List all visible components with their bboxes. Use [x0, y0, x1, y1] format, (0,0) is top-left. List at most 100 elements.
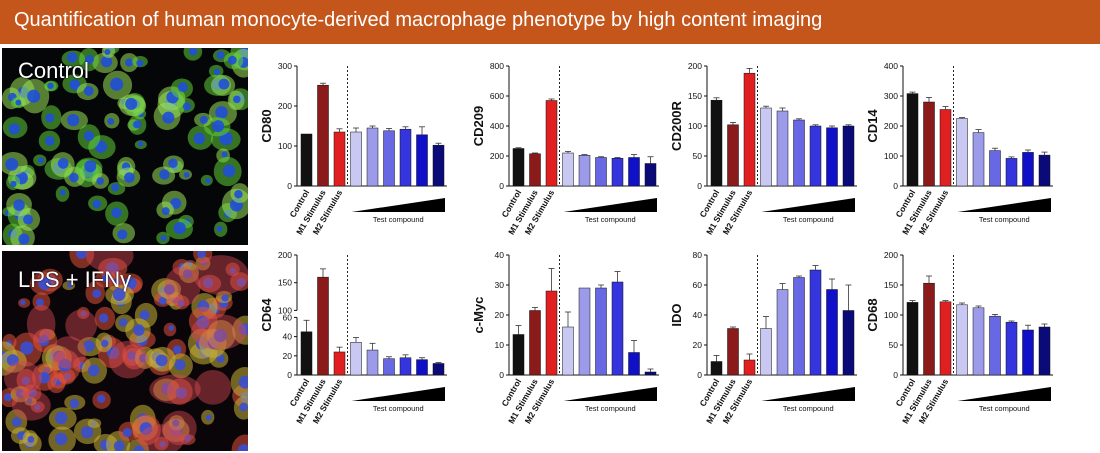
bar: [628, 157, 640, 187]
cell-cluster: [26, 304, 56, 344]
dose-triangle: [957, 387, 1051, 401]
nucleus: [20, 341, 34, 355]
compound-label: Test compound: [373, 215, 424, 224]
nucleus: [5, 157, 19, 171]
nucleus: [111, 183, 120, 192]
y-tick-label: 10: [495, 340, 505, 350]
bar: [512, 334, 525, 376]
nucleus: [161, 207, 170, 215]
nucleus: [164, 284, 175, 295]
y-tick-label: 150: [688, 91, 702, 101]
bar: [826, 127, 838, 187]
nucleus: [75, 251, 88, 259]
nucleus: [8, 123, 20, 135]
dose-triangle: [351, 387, 445, 401]
nucleus: [196, 315, 210, 329]
bar: [826, 289, 838, 376]
nucleus: [45, 113, 55, 123]
bar: [793, 277, 805, 376]
nucleus: [15, 99, 22, 106]
nucleus: [107, 117, 115, 125]
y-tick-label: 100: [884, 310, 898, 320]
y-axis-label: IDO: [669, 303, 684, 326]
bar: [350, 131, 362, 187]
y-tick-label: 200: [884, 250, 898, 260]
dose-triangle: [957, 198, 1051, 212]
nucleus: [37, 157, 44, 164]
y-tick-label: 200: [688, 61, 702, 71]
y-tick-label: 400: [884, 61, 898, 71]
bar: [776, 289, 789, 376]
nucleus: [133, 324, 145, 336]
nucleus: [173, 221, 186, 235]
nucleus: [133, 120, 142, 129]
bar: [333, 351, 346, 376]
compound-label: Test compound: [979, 215, 1030, 224]
bar: [399, 357, 412, 376]
bar: [383, 358, 395, 376]
compound-label: Test compound: [585, 215, 636, 224]
nucleus: [238, 323, 248, 336]
nucleus: [118, 318, 128, 327]
nucleus: [236, 277, 246, 287]
nucleus: [34, 404, 41, 411]
nucleus: [97, 394, 106, 403]
nucleus: [168, 158, 178, 169]
bar: [562, 326, 574, 376]
y-axis-label: CD64: [259, 298, 274, 332]
nucleus: [106, 346, 120, 360]
y-axis-label: CD209: [471, 106, 486, 146]
nucleus: [101, 339, 109, 348]
y-tick-label: 200: [884, 121, 898, 131]
nucleus: [58, 358, 72, 372]
nucleus: [92, 199, 102, 209]
nucleus: [88, 364, 100, 377]
y-tick-label: 40: [283, 332, 293, 342]
nucleus: [69, 79, 81, 91]
bar: [416, 359, 428, 376]
bar: [989, 150, 1001, 187]
bar: [760, 328, 772, 376]
nucleus: [80, 310, 87, 317]
cell-image: [2, 48, 248, 245]
nucleus: [170, 197, 182, 209]
nucleus: [27, 89, 41, 103]
compound-label: Test compound: [783, 404, 834, 413]
y-tick-label: 50: [889, 340, 899, 350]
nucleus: [83, 130, 94, 142]
bar: [710, 99, 723, 187]
nucleus: [213, 329, 227, 343]
y-tick-label: 20: [495, 310, 505, 320]
nucleus: [188, 48, 198, 56]
nucleus: [80, 426, 94, 439]
nucleus: [213, 68, 221, 76]
compound-label: Test compound: [585, 404, 636, 413]
y-tick-label: 0: [287, 370, 292, 380]
y-tick-label: 0: [893, 370, 898, 380]
micrograph-control: Control: [2, 48, 248, 245]
bar: [923, 101, 935, 187]
bar: [1005, 158, 1018, 187]
y-axis-label: CD80: [259, 109, 274, 142]
nucleus: [221, 151, 228, 158]
nucleus: [83, 86, 94, 96]
nucleus: [238, 375, 248, 389]
dose-triangle: [761, 198, 855, 212]
nucleus: [197, 251, 206, 259]
nucleus: [172, 345, 182, 355]
nucleus: [44, 135, 55, 146]
nucleus: [27, 435, 35, 443]
bar: [644, 371, 657, 376]
cell-cluster: [4, 361, 42, 395]
cell-cluster: [164, 266, 201, 307]
y-tick-label: 80: [693, 250, 703, 260]
y-tick-label: 20: [693, 340, 703, 350]
nucleus: [92, 289, 102, 299]
cell-cluster: [65, 309, 98, 342]
nucleus: [237, 444, 248, 451]
nucleus: [139, 309, 150, 321]
bar: [842, 125, 855, 187]
nucleus: [54, 432, 68, 446]
